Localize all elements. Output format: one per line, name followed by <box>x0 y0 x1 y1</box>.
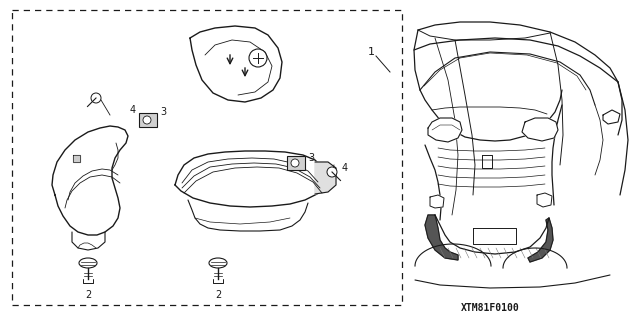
Text: 3: 3 <box>308 153 314 163</box>
Bar <box>12 10 402 305</box>
Text: 2: 2 <box>215 290 221 300</box>
Polygon shape <box>73 155 80 162</box>
Circle shape <box>143 116 151 124</box>
Polygon shape <box>537 193 552 207</box>
Text: 4: 4 <box>342 163 348 173</box>
Polygon shape <box>315 162 336 194</box>
Circle shape <box>249 49 267 67</box>
Polygon shape <box>72 232 105 250</box>
Text: 3: 3 <box>160 107 166 117</box>
Polygon shape <box>52 126 128 235</box>
Bar <box>287 156 305 170</box>
Text: 2: 2 <box>85 290 91 300</box>
Ellipse shape <box>209 258 227 268</box>
Polygon shape <box>528 218 553 262</box>
Bar <box>139 113 157 127</box>
Polygon shape <box>430 195 444 208</box>
Circle shape <box>327 167 337 177</box>
Polygon shape <box>522 118 558 141</box>
Text: 1: 1 <box>368 47 375 57</box>
Text: 4: 4 <box>130 105 136 115</box>
Polygon shape <box>175 151 325 207</box>
Text: XTM81F0100: XTM81F0100 <box>461 303 520 313</box>
Polygon shape <box>190 26 282 102</box>
Ellipse shape <box>79 258 97 268</box>
Polygon shape <box>603 110 620 124</box>
Polygon shape <box>428 118 462 142</box>
Circle shape <box>291 159 299 167</box>
Polygon shape <box>473 228 516 244</box>
Circle shape <box>91 93 101 103</box>
Polygon shape <box>425 215 458 260</box>
Polygon shape <box>435 215 549 254</box>
